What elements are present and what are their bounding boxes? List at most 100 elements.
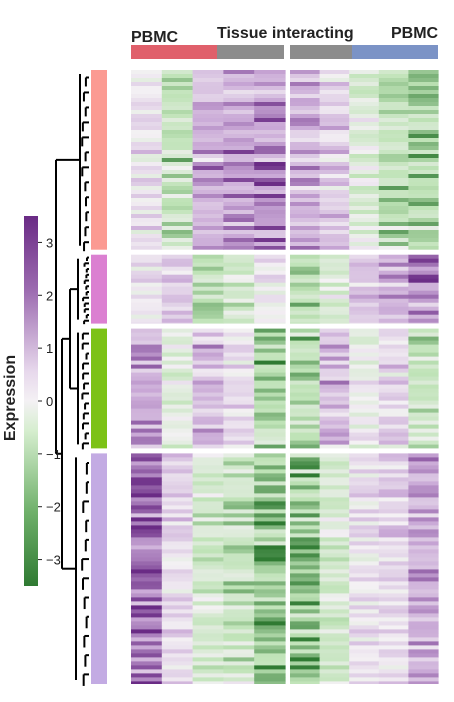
heatmap-cell	[254, 505, 286, 510]
heatmap-cell	[254, 198, 286, 203]
heatmap-cell	[131, 501, 163, 506]
heatmap-cell	[161, 489, 194, 494]
heatmap-cell	[254, 601, 286, 606]
heatmap-cell	[223, 78, 255, 83]
heatmap-cell	[192, 392, 224, 397]
heatmap-cell	[223, 318, 255, 324]
heatmap-cell	[223, 553, 255, 558]
heatmap-cell	[223, 465, 255, 470]
heatmap-cell	[161, 605, 194, 610]
heatmap-cell	[349, 340, 380, 345]
heatmap-cell	[349, 392, 380, 397]
heatmap-cell	[378, 332, 409, 337]
heatmap-cell	[319, 392, 350, 397]
heatmap-cell	[408, 561, 439, 566]
heatmap-cell	[192, 505, 224, 510]
heatmap-cell	[161, 625, 194, 630]
heatmap-cell	[290, 605, 321, 610]
heatmap-cell	[408, 178, 439, 183]
heatmap-cell	[254, 206, 286, 211]
heatmap-cell	[223, 577, 255, 582]
heatmap-cell	[223, 657, 255, 662]
heatmap-cell	[378, 581, 409, 586]
heatmap-cell	[290, 162, 321, 167]
heatmap-cell	[161, 501, 194, 506]
heatmap-cell	[131, 230, 163, 235]
heatmap-cell	[290, 428, 321, 433]
heatmap-cell	[290, 368, 321, 373]
heatmap-cell	[290, 609, 321, 614]
heatmap-cell	[378, 352, 409, 357]
heatmap-cell	[408, 332, 439, 337]
heatmap-cell	[319, 649, 350, 654]
heatmap-cell	[349, 98, 380, 103]
heatmap-cell	[319, 190, 350, 195]
heatmap-cell	[290, 118, 321, 123]
heatmap-cell	[254, 541, 286, 546]
heatmap-cell	[290, 270, 321, 276]
heatmap-cell	[223, 645, 255, 650]
heatmap-cell	[254, 424, 286, 429]
heatmap-cell	[254, 274, 286, 280]
heatmap-cell	[223, 412, 255, 417]
heatmap-cell	[223, 238, 255, 243]
heatmap-cell	[254, 266, 286, 272]
heatmap-cell	[192, 328, 224, 333]
heatmap-cell	[192, 577, 224, 582]
legend-tick-label: 1	[46, 341, 53, 356]
heatmap-cell	[378, 573, 409, 578]
heatmap-cell	[254, 521, 286, 526]
heatmap-cell	[223, 74, 255, 79]
heatmap-cell	[319, 230, 350, 235]
heatmap-cell	[223, 86, 255, 91]
heatmap-cell	[192, 461, 224, 466]
heatmap-cell	[349, 322, 380, 324]
heatmap-cell	[290, 581, 321, 586]
heatmap-cell	[254, 581, 286, 586]
heatmap-cell	[192, 589, 224, 594]
heatmap-cell	[254, 322, 286, 324]
heatmap-cell	[290, 332, 321, 337]
heatmap-cell	[319, 222, 350, 227]
heatmap-cell	[290, 565, 321, 570]
heatmap-cell	[192, 489, 224, 494]
heatmap-cell	[192, 336, 224, 341]
heatmap-cell	[408, 453, 439, 458]
heatmap-cell	[131, 489, 163, 494]
heatmap-cell	[192, 134, 224, 139]
heatmap-cell	[349, 246, 380, 250]
heatmap-cell	[254, 537, 286, 542]
heatmap-cell	[192, 356, 224, 361]
heatmap-cell	[408, 226, 439, 231]
heatmap-cell	[378, 601, 409, 606]
heatmap-cell	[319, 86, 350, 91]
heatmap-cell	[254, 477, 286, 482]
heatmap-cell	[349, 416, 380, 421]
heatmap-cell	[319, 242, 350, 247]
heatmap-cell	[319, 505, 350, 510]
heatmap-cell	[254, 294, 286, 300]
heatmap-cell	[319, 533, 350, 538]
heatmap-cell	[319, 70, 350, 75]
heatmap-cell	[408, 501, 439, 506]
heatmap-cell	[161, 629, 194, 634]
heatmap-cell	[378, 364, 409, 369]
heatmap-cell	[131, 573, 163, 578]
heatmap-cell	[254, 328, 286, 333]
heatmap-cell	[290, 262, 321, 268]
heatmap-cell	[192, 653, 224, 658]
heatmap-cell	[319, 388, 350, 393]
heatmap-cell	[223, 246, 255, 250]
heatmap-cell	[192, 681, 224, 684]
heatmap-cell	[161, 70, 194, 75]
heatmap-cell	[349, 106, 380, 111]
heatmap-cell	[161, 653, 194, 658]
heatmap-cell	[254, 74, 286, 79]
heatmap-cell	[319, 589, 350, 594]
heatmap-cell	[223, 589, 255, 594]
heatmap-cell	[161, 356, 194, 361]
heatmap-cell	[290, 577, 321, 582]
heatmap-cell	[131, 465, 163, 470]
heatmap-cell	[223, 98, 255, 103]
heatmap-cell	[319, 549, 350, 554]
